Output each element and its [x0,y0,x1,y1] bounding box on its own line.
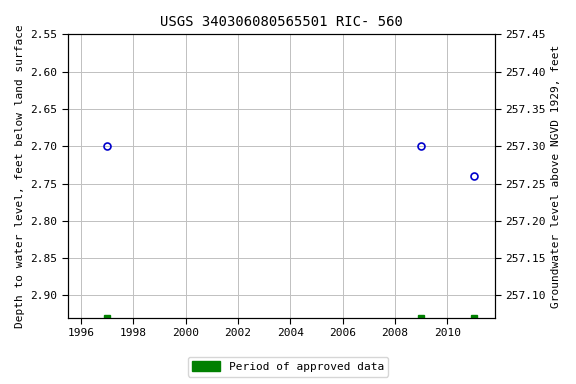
Y-axis label: Groundwater level above NGVD 1929, feet: Groundwater level above NGVD 1929, feet [551,45,561,308]
Legend: Period of approved data: Period of approved data [188,357,388,377]
Y-axis label: Depth to water level, feet below land surface: Depth to water level, feet below land su… [15,24,25,328]
Title: USGS 340306080565501 RIC- 560: USGS 340306080565501 RIC- 560 [160,15,403,29]
